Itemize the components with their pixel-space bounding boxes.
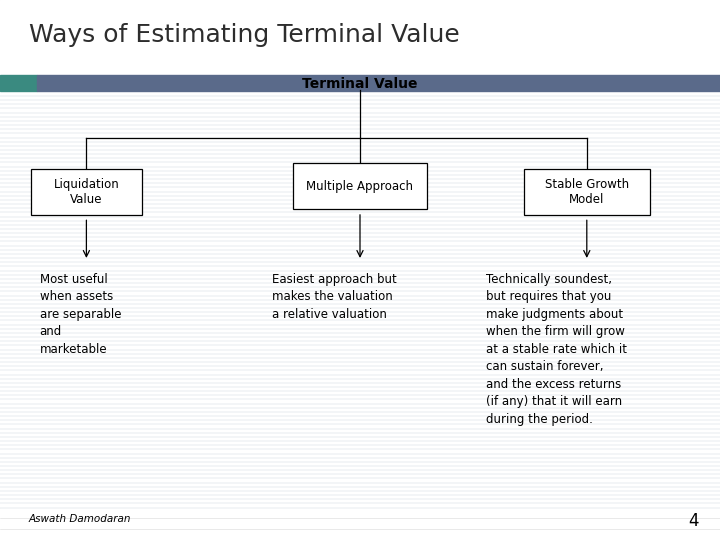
Text: Aswath Damodaran: Aswath Damodaran: [29, 515, 131, 524]
Bar: [0, 0, 720, 78]
Bar: [0, 75, 37, 91]
Bar: [30, 168, 143, 214]
Text: Easiest approach but
makes the valuation
a relative valuation: Easiest approach but makes the valuation…: [272, 273, 397, 321]
Text: Ways of Estimating Terminal Value: Ways of Estimating Terminal Value: [29, 23, 459, 47]
Text: 4: 4: [688, 512, 698, 530]
Bar: [37, 75, 720, 91]
Bar: [294, 163, 426, 209]
Text: Most useful
when assets
are separable
and
marketable: Most useful when assets are separable an…: [40, 273, 121, 356]
Text: Liquidation
Value: Liquidation Value: [53, 178, 120, 206]
Text: Multiple Approach: Multiple Approach: [307, 180, 413, 193]
Text: Technically soundest,
but requires that you
make judgments about
when the firm w: Technically soundest, but requires that …: [486, 273, 627, 426]
Bar: [523, 168, 649, 214]
Text: Stable Growth
Model: Stable Growth Model: [545, 178, 629, 206]
Text: Terminal Value: Terminal Value: [302, 77, 418, 91]
Bar: [0, 92, 720, 508]
